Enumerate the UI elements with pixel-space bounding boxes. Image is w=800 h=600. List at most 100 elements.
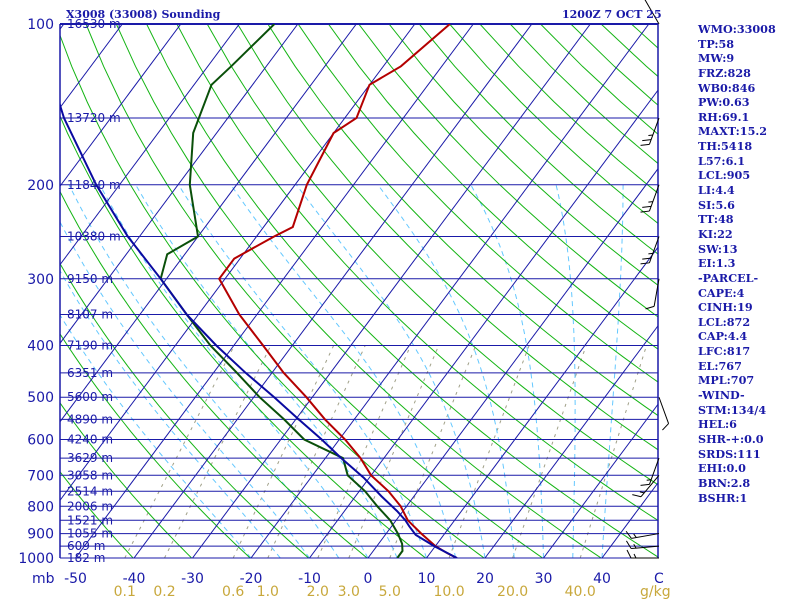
- wind-barb-flag: [625, 530, 632, 539]
- index-row: EI:1.3: [698, 256, 736, 271]
- isobars: [60, 23, 658, 559]
- wind-barb-half-flag: [648, 201, 653, 203]
- height-label: 8107 m: [67, 308, 113, 322]
- wind-barb-staff: [658, 397, 670, 424]
- moist-adiabat: [68, 184, 340, 558]
- pressure-tick-label: 300: [27, 272, 54, 288]
- pressure-tick-label: 1000: [18, 551, 54, 567]
- pressure-tick-label: 800: [27, 499, 54, 515]
- height-label: 13720 m: [67, 111, 121, 125]
- plot-frame: [59, 24, 659, 558]
- dry-adiabat: [60, 190, 368, 558]
- index-row: STM:134/4: [698, 402, 767, 417]
- height-label: 4240 m: [67, 433, 113, 447]
- height-label: 1521 m: [67, 513, 113, 527]
- mixing-ratio-label: 0.6: [222, 584, 244, 600]
- wind-barbs: [625, 0, 670, 559]
- wind-barb-flag: [642, 139, 652, 142]
- height-label: 11840 m: [67, 178, 121, 192]
- pressure-tick-label: 600: [27, 433, 54, 449]
- wind-barb: [632, 474, 660, 498]
- dry-adiabat: [60, 33, 485, 558]
- index-row: MW:9: [698, 51, 735, 66]
- wind-barb-half-flag: [633, 553, 637, 559]
- index-row: SHR-+:0.0: [698, 431, 764, 446]
- height-label: 609 m: [67, 539, 105, 553]
- pressure-tick-label: 100: [27, 17, 54, 33]
- wind-barb: [644, 0, 660, 25]
- index-row: KI:22: [698, 226, 733, 241]
- mixing-ratio-line: [164, 345, 272, 558]
- pressure-tick-label: 400: [27, 339, 54, 355]
- temperature-tick-label: 30: [535, 571, 553, 587]
- wind-barb: [625, 540, 660, 550]
- mixing-ratio-label: 10.0: [433, 584, 464, 600]
- index-row: BRN:2.8: [698, 475, 751, 490]
- index-row: L57:6.1: [698, 153, 746, 168]
- sounding-lines: [60, 24, 458, 558]
- index-row: LCL:905: [698, 168, 751, 183]
- index-row: SI:5.6: [698, 197, 735, 212]
- index-row: TT:48: [698, 212, 734, 227]
- height-label: 182 m: [67, 551, 105, 565]
- temperature-tick-label: -10: [298, 571, 321, 587]
- mixing-ratio-line: [267, 345, 366, 558]
- index-row: EHI:0.0: [698, 461, 746, 476]
- mixing-ratio-label: 40.0: [565, 584, 596, 600]
- pressure-axis-label: mb: [32, 571, 55, 587]
- mixing-ratio-label: 0.1: [114, 584, 136, 600]
- wind-barb: [626, 549, 659, 559]
- wind-barb-staff: [644, 0, 660, 25]
- temperature-tick-label: -20: [240, 571, 263, 587]
- height-label: 10380 m: [67, 229, 121, 243]
- wind-barb-flag: [625, 540, 632, 549]
- height-label: 4890 m: [67, 412, 113, 426]
- indices-panel: WMO:33008 TP:58 MW:9 FRZ:828 WB0:846 PW:0.63 R…: [698, 22, 798, 505]
- index-row: LCL:872: [698, 314, 751, 329]
- wind-barb-flag: [640, 483, 650, 486]
- wind-barb-flag: [645, 305, 655, 310]
- mixing-ratio-line: [389, 345, 477, 558]
- wind-barb-flag: [626, 549, 632, 559]
- isotherm: [60, 24, 299, 345]
- height-label: 7190 m: [67, 339, 113, 353]
- wind-barb-half-flag: [633, 544, 637, 549]
- wind-barb-flag: [640, 143, 650, 146]
- wind-barb-flag: [640, 210, 650, 213]
- temperature-tick-label: 20: [476, 571, 494, 587]
- isotherm: [75, 24, 474, 558]
- wind-barb: [625, 530, 660, 539]
- height-label: 3058 m: [67, 468, 113, 482]
- mixing-ratio-line: [512, 345, 587, 558]
- mixing-ratio-label: 5.0: [379, 584, 401, 600]
- dry-adiabat: [176, 24, 658, 522]
- wind-barb: [640, 457, 660, 486]
- height-label: 3629 m: [67, 451, 113, 465]
- temperature-unit-label: C: [654, 571, 664, 587]
- temperature-tick-label: 40: [593, 571, 611, 587]
- wind-barb: [645, 278, 660, 310]
- index-row: CAPE:4: [698, 285, 745, 300]
- height-label: 9150 m: [67, 272, 113, 286]
- wind-barb-half-flag: [646, 479, 652, 481]
- index-row: MPL:707: [698, 373, 755, 388]
- temperature-line: [218, 24, 458, 558]
- index-row: TP:58: [698, 36, 735, 51]
- wind-barb-flag: [662, 423, 669, 431]
- index-row: HEL:6: [698, 417, 737, 432]
- isotherm: [60, 24, 416, 502]
- index-row: SRDS:111: [698, 446, 761, 461]
- chart-title: X3008 (33008) Sounding: [66, 8, 221, 21]
- wind-barb: [640, 117, 660, 146]
- isotherm: [484, 324, 658, 558]
- mixing-ratio-line: [124, 345, 235, 558]
- wind-barb-flag: [632, 494, 642, 498]
- wind-barb-flag: [640, 262, 650, 265]
- dry-adiabat: [206, 24, 658, 486]
- temperature-tick-label: -50: [64, 571, 87, 587]
- index-row: WB0:846: [698, 80, 756, 95]
- mixing-ratio-label: 20.0: [497, 584, 528, 600]
- index-row: TH:5418: [698, 139, 753, 154]
- index-row: -WIND-: [698, 388, 745, 403]
